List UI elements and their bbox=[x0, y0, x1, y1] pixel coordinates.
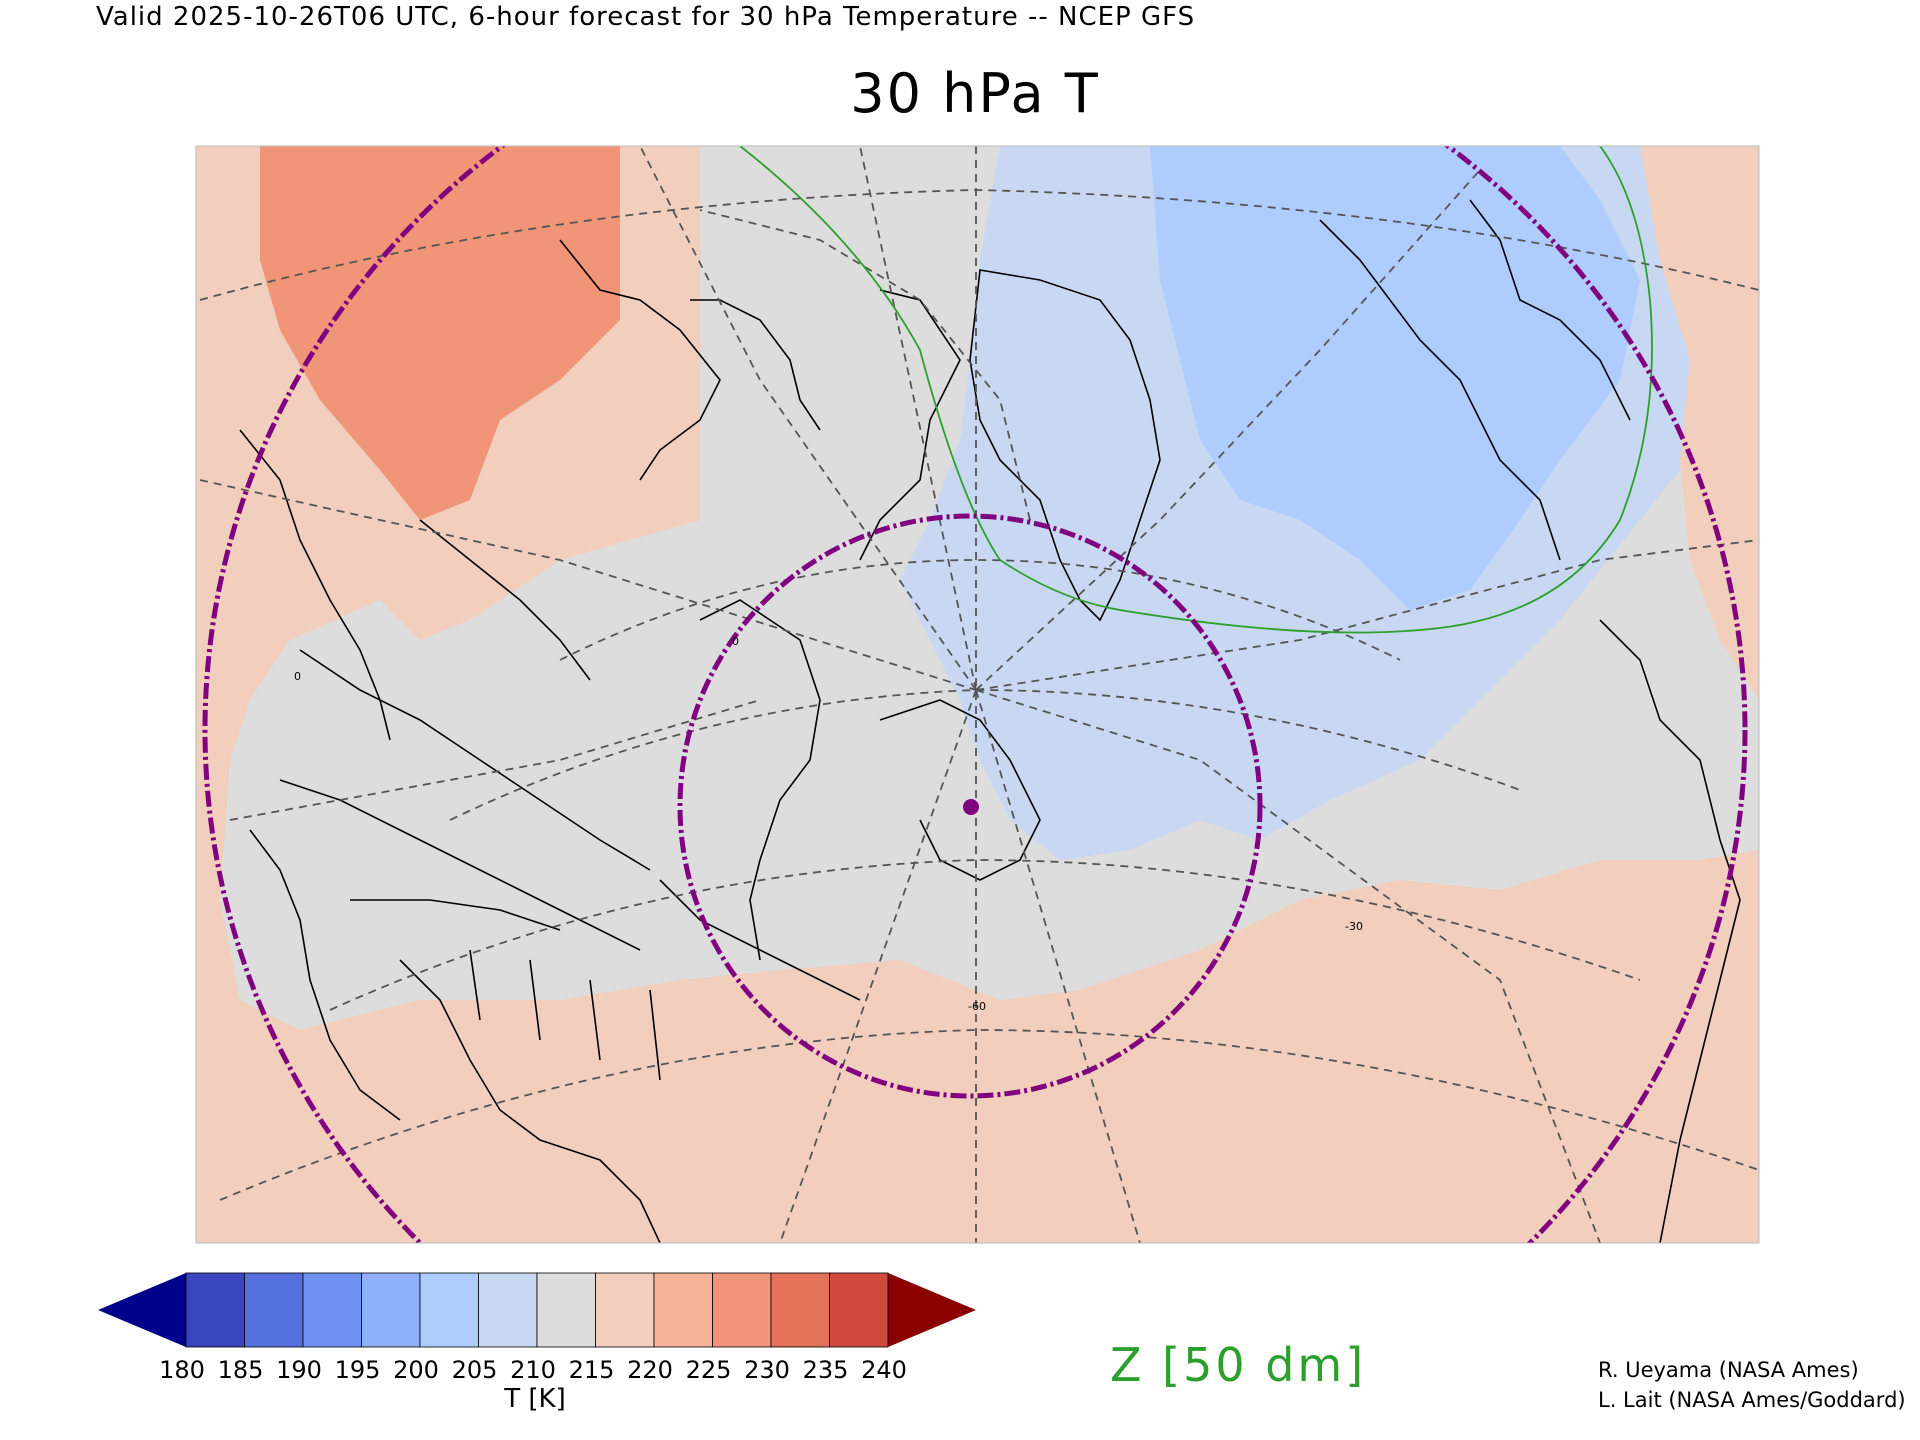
colorbar-cell bbox=[185, 1272, 245, 1348]
colorbar-tick-label: 195 bbox=[334, 1356, 381, 1384]
cold-region-arctic bbox=[1150, 146, 1640, 610]
contour-label: -30 bbox=[1345, 920, 1363, 933]
colorbar-over-arrow bbox=[888, 1273, 976, 1347]
colorbar-cell bbox=[361, 1272, 421, 1348]
contour-label: 0 bbox=[294, 670, 301, 683]
colorbar-cell bbox=[770, 1272, 830, 1348]
contour-label: -60 bbox=[968, 1000, 986, 1013]
colorbar-cell bbox=[536, 1272, 596, 1348]
map-title: 30 hPa T bbox=[850, 62, 1100, 125]
height-contour bbox=[739, 146, 1653, 634]
contour-label: 0 bbox=[732, 635, 739, 648]
credit-line: R. Ueyama (NASA Ames) bbox=[1598, 1358, 1859, 1382]
vortex-edge bbox=[202, 146, 1748, 1243]
colorbar-tick-label: 180 bbox=[159, 1356, 205, 1384]
colorbar-tick-label: 200 bbox=[393, 1356, 439, 1384]
credit-line: L. Lait (NASA Ames/Goddard) bbox=[1598, 1388, 1906, 1412]
colorbar-tick-label: 215 bbox=[568, 1356, 615, 1384]
colorbar-tick-label: 185 bbox=[217, 1356, 264, 1384]
graticule bbox=[199, 146, 1759, 1243]
warm-region-pacific bbox=[260, 146, 620, 520]
colorbar-tick-label: 240 bbox=[861, 1356, 907, 1384]
colorbar-tick-label: 220 bbox=[627, 1356, 673, 1384]
colorbar-cell bbox=[244, 1272, 304, 1348]
colorbar bbox=[98, 1272, 976, 1348]
height-contour-legend: Z [50 dm] bbox=[1110, 1338, 1367, 1392]
station-marker bbox=[963, 799, 979, 815]
colorbar-tick-label: 205 bbox=[451, 1356, 498, 1384]
warm-region-southwest bbox=[196, 146, 1759, 1243]
warm-region-atlantic bbox=[1640, 146, 1759, 700]
temperature-field bbox=[196, 146, 1759, 1243]
colorbar-unit: T [K] bbox=[504, 1384, 566, 1414]
colorbar-tick-label: 210 bbox=[510, 1356, 556, 1384]
colorbar-cell bbox=[478, 1272, 538, 1348]
colorbar-cell bbox=[595, 1272, 655, 1348]
colorbar-tick-label: 235 bbox=[802, 1356, 849, 1384]
colorbar-tick-label: 225 bbox=[685, 1356, 732, 1384]
colorbar-cell bbox=[653, 1272, 713, 1348]
colorbar-cell bbox=[302, 1272, 362, 1348]
colorbar-under-arrow bbox=[98, 1273, 186, 1347]
colorbar-cell bbox=[829, 1272, 889, 1348]
colorbar-tick-label: 230 bbox=[744, 1356, 790, 1384]
forecast-subtitle: Valid 2025-10-26T06 UTC, 6-hour forecast… bbox=[96, 2, 1196, 32]
colorbar-cell bbox=[712, 1272, 772, 1348]
map-frame bbox=[195, 145, 1760, 1244]
colorbar-cell bbox=[419, 1272, 479, 1348]
colorbar-tick-label: 190 bbox=[276, 1356, 322, 1384]
